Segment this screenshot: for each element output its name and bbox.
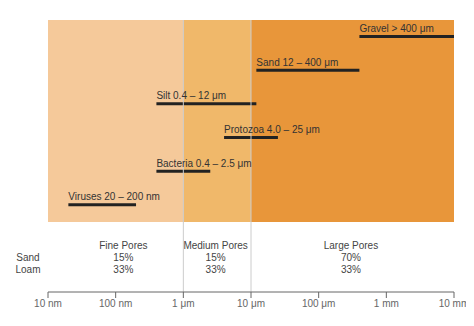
svg-text:Sand 12 – 400 μm: Sand 12 – 400 μm <box>256 57 338 68</box>
svg-text:SandLoam: SandLoam <box>15 252 40 275</box>
svg-text:10 nm: 10 nm <box>34 298 62 309</box>
svg-text:Protozoa 4.0 – 25 μm: Protozoa 4.0 – 25 μm <box>224 124 320 135</box>
svg-text:100 μm: 100 μm <box>302 298 336 309</box>
svg-text:Fine Pores15%33%: Fine Pores15%33% <box>99 240 147 275</box>
svg-text:Viruses 20 – 200 nm: Viruses 20 – 200 nm <box>68 191 160 202</box>
svg-text:Silt 0.4 – 12 μm: Silt 0.4 – 12 μm <box>156 90 226 101</box>
svg-text:Gravel > 400 μm: Gravel > 400 μm <box>359 23 433 34</box>
svg-text:1 mm: 1 mm <box>374 298 399 309</box>
svg-text:1 μm: 1 μm <box>172 298 194 309</box>
svg-text:Medium Pores15%33%: Medium Pores15%33% <box>183 240 247 275</box>
svg-text:Bacteria 0.4 – 2.5 μm: Bacteria 0.4 – 2.5 μm <box>156 158 251 169</box>
svg-text:100 nm: 100 nm <box>99 298 132 309</box>
svg-text:10 μm: 10 μm <box>237 298 265 309</box>
svg-text:Large Pores70%33%: Large Pores70%33% <box>324 240 378 275</box>
svg-text:10 mm: 10 mm <box>439 298 466 309</box>
